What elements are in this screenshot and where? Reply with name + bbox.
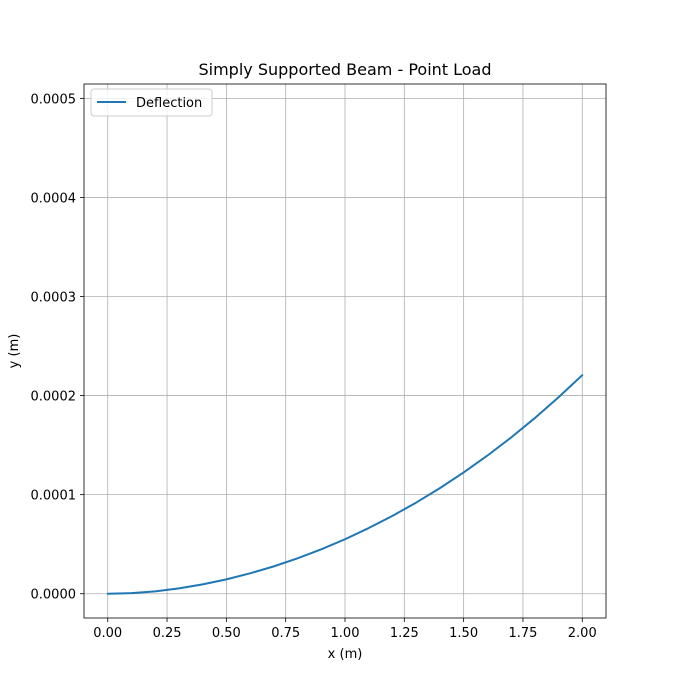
x-tick-label: 1.50 (449, 626, 478, 641)
x-axis-ticks: 0.00 0.25 0.50 0.75 1.00 1.25 1.50 1.75 2.00 (93, 618, 597, 641)
x-tick-label: 1.25 (390, 626, 419, 641)
x-tick-label: 0.75 (271, 626, 300, 641)
y-tick-label: 0.0003 (31, 291, 77, 306)
y-tick-label: 0.0005 (31, 92, 77, 107)
series-layer (106, 374, 584, 595)
x-tick-label: 0.25 (153, 626, 182, 641)
x-tick-label: 0.50 (212, 626, 241, 641)
y-tick-label: 0.0001 (31, 489, 77, 504)
x-tick-label: 1.00 (331, 626, 360, 641)
y-tick-label: 0.0000 (31, 588, 77, 603)
x-tick-label: 2.00 (568, 626, 597, 641)
x-tick-label: 0.00 (93, 626, 122, 641)
series-line-deflection (106, 374, 584, 595)
legend-label-deflection: Deflection (136, 96, 202, 111)
y-tick-label: 0.0002 (31, 390, 77, 405)
x-axis-label: x (m) (328, 647, 363, 662)
y-axis-ticks: 0.0000 0.0001 0.0002 0.0003 0.0004 0.0005 (31, 92, 84, 603)
y-axis-label: y (m) (7, 334, 22, 369)
y-tick-label: 0.0004 (31, 191, 77, 206)
grid (84, 84, 606, 618)
chart-title: Simply Supported Beam - Point Load (198, 60, 491, 79)
legend-box (90, 88, 213, 117)
legend: Deflection (90, 88, 213, 117)
x-tick-label: 1.75 (508, 626, 537, 641)
